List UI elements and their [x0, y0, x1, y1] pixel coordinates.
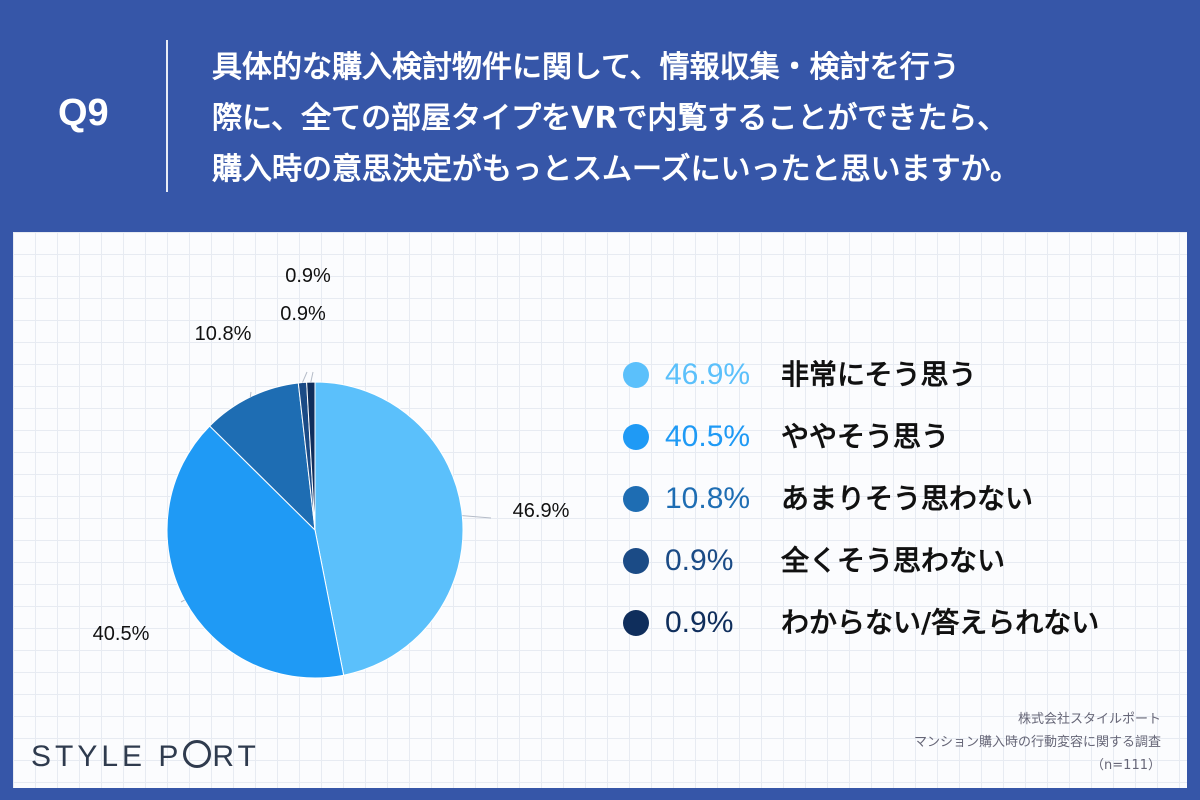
pie-data-label-1: 46.9%	[513, 500, 570, 522]
legend-percent-5: 0.9%	[665, 606, 734, 639]
source-sample: （n=111）	[1091, 758, 1161, 773]
legend-label-3: あまりそう思わない	[781, 482, 1034, 515]
header: Q9 具体的な購入検討物件に関して、情報収集・検討を行う 際に、全ての部屋タイプ…	[0, 0, 1200, 232]
legend-percent-2: 40.5%	[665, 420, 751, 453]
question-line-1: 具体的な購入検討物件に関して、情報収集・検討を行う	[212, 50, 960, 85]
legend-dot-1	[623, 362, 649, 388]
legend-label-1: 非常にそう思う	[781, 358, 977, 391]
pie-data-label-4: 0.9%	[280, 303, 326, 325]
legend-item-2: 40.5% ややそう思う	[623, 414, 1163, 476]
pie-slice-1	[314, 381, 464, 676]
style-port-logo: STYLE P RT	[31, 740, 260, 773]
leader-line-5	[310, 371, 314, 383]
leader-line-4	[302, 371, 308, 383]
legend-label-2: ややそう思う	[781, 420, 950, 453]
legend-dot-4	[623, 548, 649, 574]
question-line-3: 購入時の意思決定がもっとスムーズにいったと思いますか。	[212, 152, 1020, 187]
pie-slice-2	[166, 425, 345, 679]
leader-line-2	[180, 599, 185, 603]
pie-slice-3	[208, 382, 316, 532]
legend-label-4: 全くそう思わない	[781, 544, 1006, 577]
legend-percent-4: 0.9%	[665, 544, 734, 577]
source-survey: マンション購入時の行動変容に関する調査	[913, 735, 1161, 750]
pie-chart: 46.9% 40.5% 10.8% 0.9% 0.9%	[93, 265, 570, 679]
pie-slice-5	[306, 381, 316, 531]
chart-panel: 46.9% 40.5% 10.8% 0.9% 0.9% 46.9% 非常にそう思う 40…	[13, 232, 1187, 788]
legend-item-3: 10.8% あまりそう思わない	[623, 476, 1163, 538]
question-line-2: 際に、全ての部屋タイプをVRで内覧することができたら、	[212, 101, 1008, 136]
header-divider	[166, 40, 168, 192]
legend-label-5: わからない/答えられない	[781, 606, 1100, 639]
leader-line-1	[462, 515, 492, 519]
legend-dot-5	[623, 610, 649, 636]
legend-percent-1: 46.9%	[665, 358, 751, 391]
pie-data-label-3: 10.8%	[195, 323, 252, 345]
pie-data-label-2: 40.5%	[93, 623, 150, 645]
logo-o-icon	[183, 740, 212, 768]
legend-item-1: 46.9% 非常にそう思う	[623, 352, 1163, 414]
legend: 46.9% 非常にそう思う 40.5% ややそう思う 10.8% あまりそう思わ…	[623, 352, 1163, 662]
legend-percent-3: 10.8%	[665, 482, 751, 515]
legend-item-4: 0.9% 全くそう思わない	[623, 538, 1163, 600]
question-number: Q9	[58, 92, 109, 134]
legend-dot-3	[623, 486, 649, 512]
pie-data-label-5: 0.9%	[285, 265, 331, 287]
source-note: 株式会社スタイルポート マンション購入時の行動変容に関する調査 （n=111）	[914, 708, 1161, 777]
legend-item-5: 0.9% わからない/答えられない	[623, 600, 1163, 662]
question-text: 具体的な購入検討物件に関して、情報収集・検討を行う 際に、全ての部屋タイプをVR…	[212, 42, 1172, 195]
leader-line-3	[249, 391, 252, 397]
source-company: 株式会社スタイルポート	[1017, 712, 1161, 727]
legend-dot-2	[623, 424, 649, 450]
